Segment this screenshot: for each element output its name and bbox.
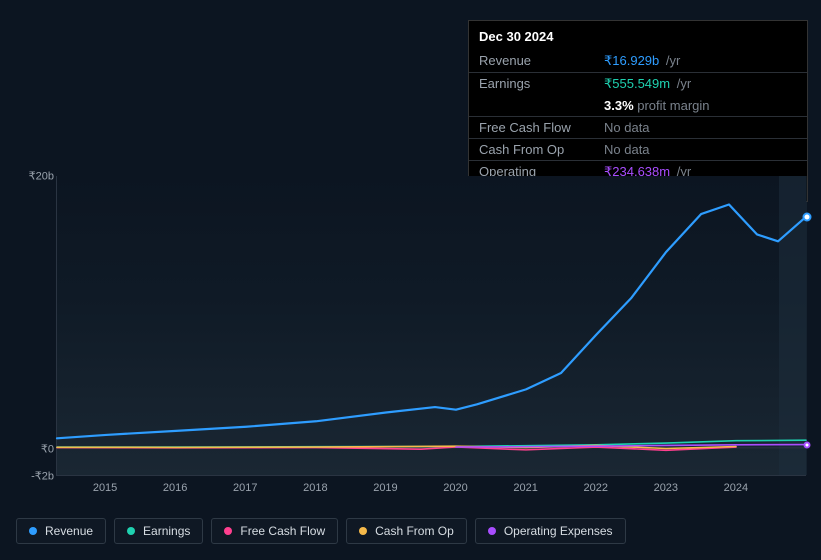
legend-swatch <box>29 527 37 535</box>
tooltip-row-label: Free Cash Flow <box>469 117 594 139</box>
legend: Revenue Earnings Free Cash Flow Cash From O… <box>16 518 626 544</box>
tooltip-row: Earnings₹555.549m /yr <box>469 73 807 96</box>
tooltip-row-value: No data <box>594 139 807 161</box>
legend-label: Operating Expenses <box>504 524 613 538</box>
x-tick-label: 2022 <box>583 482 607 494</box>
legend-label: Cash From Op <box>375 524 454 538</box>
legend-label: Free Cash Flow <box>240 524 325 538</box>
series-end-marker <box>803 212 812 221</box>
x-tick-label: 2021 <box>513 482 537 494</box>
tooltip-row-value: ₹555.549m /yr <box>594 73 807 96</box>
x-tick-label: 2015 <box>93 482 117 494</box>
y-tick-label: ₹20b <box>29 170 54 183</box>
tooltip-subrow: 3.3% profit margin <box>469 95 807 117</box>
legend-item[interactable]: Operating Expenses <box>475 518 626 544</box>
legend-swatch <box>127 527 135 535</box>
tooltip-row: Revenue₹16.929b /yr <box>469 50 807 73</box>
x-tick-label: 2019 <box>373 482 397 494</box>
legend-label: Revenue <box>45 524 93 538</box>
tooltip-row-value: ₹16.929b /yr <box>594 50 807 73</box>
tooltip-row-label: Earnings <box>469 73 594 96</box>
legend-swatch <box>224 527 232 535</box>
x-tick-label: 2018 <box>303 482 327 494</box>
y-axis-labels: ₹20b ₹0 -₹2b <box>16 160 56 505</box>
tooltip-date: Dec 30 2024 <box>469 25 807 50</box>
x-tick-label: 2016 <box>163 482 187 494</box>
tooltip-row-value: No data <box>594 117 807 139</box>
x-tick-label: 2024 <box>724 482 748 494</box>
x-tick-label: 2020 <box>443 482 467 494</box>
plot-svg <box>57 176 806 475</box>
tooltip-row-label: Cash From Op <box>469 139 594 161</box>
legend-swatch <box>359 527 367 535</box>
plot-area[interactable] <box>56 176 806 476</box>
y-tick-label: ₹0 <box>41 442 54 455</box>
series-line <box>57 205 806 439</box>
x-axis-labels: 2015 2016 2017 2018 2019 2020 2021 2022 2023 2024 <box>56 482 806 500</box>
series-end-marker <box>804 442 811 449</box>
tooltip-row-label: Revenue <box>469 50 594 73</box>
x-tick-label: 2023 <box>654 482 678 494</box>
tooltip-row: Free Cash FlowNo data <box>469 117 807 139</box>
legend-label: Earnings <box>143 524 190 538</box>
y-tick-label: -₹2b <box>31 470 54 483</box>
legend-item[interactable]: Revenue <box>16 518 106 544</box>
legend-swatch <box>488 527 496 535</box>
legend-item[interactable]: Earnings <box>114 518 203 544</box>
legend-item[interactable]: Free Cash Flow <box>211 518 338 544</box>
legend-item[interactable]: Cash From Op <box>346 518 467 544</box>
tooltip-row: Cash From OpNo data <box>469 139 807 161</box>
x-tick-label: 2017 <box>233 482 257 494</box>
line-chart[interactable]: ₹20b₹0-₹2b 20152016201720182019202020212… <box>16 160 806 505</box>
